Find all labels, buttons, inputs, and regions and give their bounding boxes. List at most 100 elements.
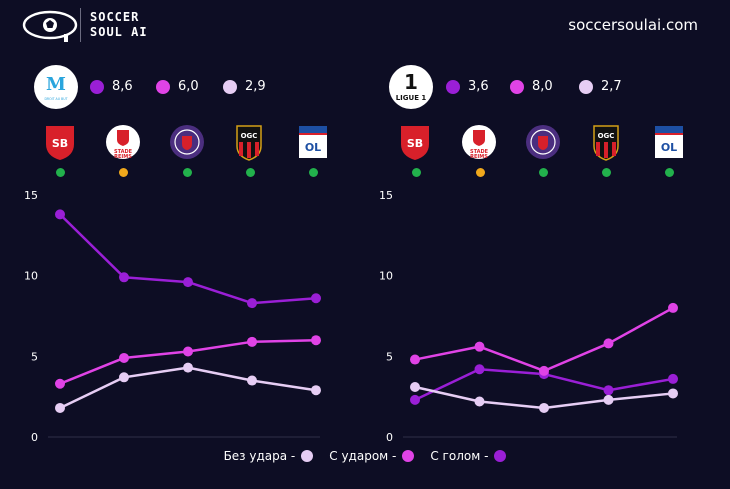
data-point-no_shot xyxy=(311,385,321,396)
marseille-no-shot-value: 2,9 xyxy=(245,79,266,94)
svg-text:STADE: STADE xyxy=(470,149,489,155)
reims-crest-icon: STADE REIMS xyxy=(462,125,496,160)
data-point-with_goal xyxy=(410,394,420,405)
nice-crest-icon: OGC xyxy=(593,125,619,161)
status-dot-lyon xyxy=(664,168,674,177)
svg-text:REIMS: REIMS xyxy=(114,154,132,160)
toulouse-crest-icon xyxy=(526,125,560,159)
no-shot-dot xyxy=(223,79,237,94)
brand-name: SOCCER SOUL AI xyxy=(90,10,148,40)
status-dot-reims xyxy=(475,168,485,177)
reims-crest-icon: STADE REIMS xyxy=(106,125,140,160)
data-point-no_shot xyxy=(474,396,485,407)
series-line-with_shot xyxy=(414,306,674,373)
data-point-with_goal xyxy=(311,293,321,304)
ligue1-logo-icon: 1 LIGUE 1 xyxy=(389,65,433,109)
marseille-with-goal-value: 8,6 xyxy=(112,79,133,94)
data-point-with_shot xyxy=(410,354,420,365)
ligue1-with-shot-value: 8,0 xyxy=(532,79,553,94)
data-point-no_shot xyxy=(119,372,129,383)
data-point-no_shot xyxy=(55,402,65,413)
svg-text:OL: OL xyxy=(305,141,321,154)
soccer-soul-logo-icon xyxy=(22,10,78,42)
legend-no-shot-label: Без удара - xyxy=(223,449,296,463)
ligue1-stat-with-shot: 8,0 xyxy=(510,79,553,94)
status-dot-lyon xyxy=(308,168,318,177)
data-point-with_goal xyxy=(474,364,485,375)
data-point-no_shot xyxy=(668,388,678,399)
svg-text:SB: SB xyxy=(52,137,68,150)
ligue1-with-goal-value: 3,6 xyxy=(468,79,489,94)
data-point-with_shot xyxy=(119,352,129,363)
with-goal-dot xyxy=(446,79,460,94)
data-point-no_shot xyxy=(183,362,193,373)
data-point-no_shot xyxy=(247,375,257,386)
y-tick-label: 5 xyxy=(31,350,38,363)
with-shot-dot xyxy=(510,79,524,94)
ligue1-logo-text: LIGUE 1 xyxy=(396,94,427,102)
marseille-stat-with-goal: 8,6 xyxy=(90,79,133,94)
data-point-with_goal xyxy=(119,272,129,283)
svg-text:SB: SB xyxy=(407,137,423,150)
legend-with-shot-label: С ударом - xyxy=(329,449,397,463)
svg-text:OL: OL xyxy=(661,141,677,154)
status-dot-brest xyxy=(411,168,421,177)
y-tick-label: 10 xyxy=(24,270,38,283)
svg-text:REIMS: REIMS xyxy=(470,154,488,160)
data-point-with_shot xyxy=(474,341,485,352)
with-goal-dot xyxy=(90,79,104,94)
legend-with-shot: С ударом - xyxy=(329,449,415,463)
y-tick-label: 0 xyxy=(386,431,393,444)
status-dot-brest xyxy=(55,168,65,177)
status-dot-toulouse xyxy=(538,168,548,177)
no-shot-dot xyxy=(579,79,593,94)
nice-crest-icon: OGC xyxy=(236,125,262,161)
data-point-with_goal xyxy=(603,385,614,396)
svg-text:OGC: OGC xyxy=(241,132,258,140)
legend-with-goal-dot xyxy=(494,450,507,462)
status-dot-nice xyxy=(245,168,255,177)
ligue1-no-shot-value: 2,7 xyxy=(601,79,622,94)
site-url: soccersoulai.com xyxy=(568,16,698,34)
legend-with-shot-dot xyxy=(402,450,415,462)
svg-text:DROIT AU BUT: DROIT AU BUT xyxy=(44,97,67,101)
legend-with-goal-label: С голом - xyxy=(430,449,489,463)
lyon-crest-icon: OL xyxy=(299,126,327,158)
ligue1-stat-no-shot: 2,7 xyxy=(579,79,622,94)
data-point-with_goal xyxy=(247,298,257,309)
y-tick-label: 10 xyxy=(379,270,393,283)
data-point-with_shot xyxy=(183,346,193,357)
brest-crest-icon: SB xyxy=(46,126,74,160)
y-tick-label: 15 xyxy=(24,189,38,202)
marseille-stat-no-shot: 2,9 xyxy=(223,79,266,94)
series-line-no_shot xyxy=(59,366,317,410)
brand-line-2: SOUL AI xyxy=(90,25,148,39)
header-divider xyxy=(80,8,81,42)
status-dot-nice xyxy=(601,168,611,177)
svg-text:1: 1 xyxy=(404,70,418,94)
data-point-with_goal xyxy=(183,277,193,288)
y-tick-label: 5 xyxy=(386,350,393,363)
with-shot-dot xyxy=(156,79,170,94)
data-point-with_shot xyxy=(311,335,321,346)
ligue1-stat-with-goal: 3,6 xyxy=(446,79,489,94)
legend-no-shot: Без удара - xyxy=(224,449,314,463)
data-point-with_goal xyxy=(668,373,678,384)
marseille-with-shot-value: 6,0 xyxy=(178,79,199,94)
lyon-crest-icon: OL xyxy=(655,126,683,158)
series-line-with_goal xyxy=(59,213,317,305)
status-dot-reims xyxy=(118,168,128,177)
data-point-no_shot xyxy=(539,402,549,413)
data-point-no_shot xyxy=(603,394,614,405)
data-point-with_shot xyxy=(55,378,65,389)
legend-no-shot-dot xyxy=(301,450,314,462)
brest-crest-icon: SB xyxy=(401,126,429,160)
marseille-logo-icon: M DROIT AU BUT xyxy=(34,65,78,109)
data-point-with_goal xyxy=(55,209,65,220)
svg-text:M: M xyxy=(46,74,66,95)
data-point-with_shot xyxy=(668,302,678,313)
svg-text:STADE: STADE xyxy=(114,149,133,155)
marseille-stat-with-shot: 6,0 xyxy=(156,79,199,94)
y-tick-label: 0 xyxy=(31,431,38,444)
